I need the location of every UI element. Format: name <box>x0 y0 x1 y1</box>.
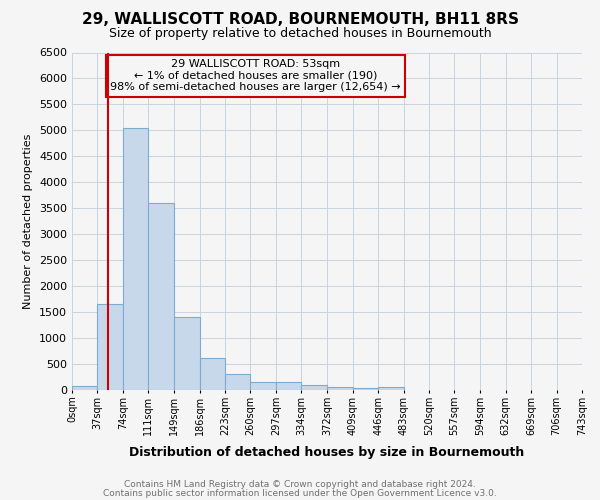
Text: 29 WALLISCOTT ROAD: 53sqm
← 1% of detached houses are smaller (190)
98% of semi-: 29 WALLISCOTT ROAD: 53sqm ← 1% of detach… <box>110 59 401 92</box>
Bar <box>250 382 276 390</box>
Bar <box>353 388 378 390</box>
Bar <box>123 128 148 390</box>
Bar <box>148 203 173 390</box>
Text: 29, WALLISCOTT ROAD, BOURNEMOUTH, BH11 8RS: 29, WALLISCOTT ROAD, BOURNEMOUTH, BH11 8… <box>82 12 518 28</box>
Text: Contains public sector information licensed under the Open Government Licence v3: Contains public sector information licen… <box>103 489 497 498</box>
Bar <box>328 388 353 390</box>
Bar <box>276 382 301 390</box>
Bar <box>174 318 200 390</box>
Bar <box>301 385 326 390</box>
Bar <box>72 386 97 390</box>
Text: Contains HM Land Registry data © Crown copyright and database right 2024.: Contains HM Land Registry data © Crown c… <box>124 480 476 489</box>
Bar <box>225 374 250 390</box>
X-axis label: Distribution of detached houses by size in Bournemouth: Distribution of detached houses by size … <box>130 446 524 459</box>
Text: Size of property relative to detached houses in Bournemouth: Size of property relative to detached ho… <box>109 28 491 40</box>
Bar <box>200 358 225 390</box>
Y-axis label: Number of detached properties: Number of detached properties <box>23 134 34 309</box>
Bar <box>378 387 404 390</box>
Bar <box>97 304 123 390</box>
